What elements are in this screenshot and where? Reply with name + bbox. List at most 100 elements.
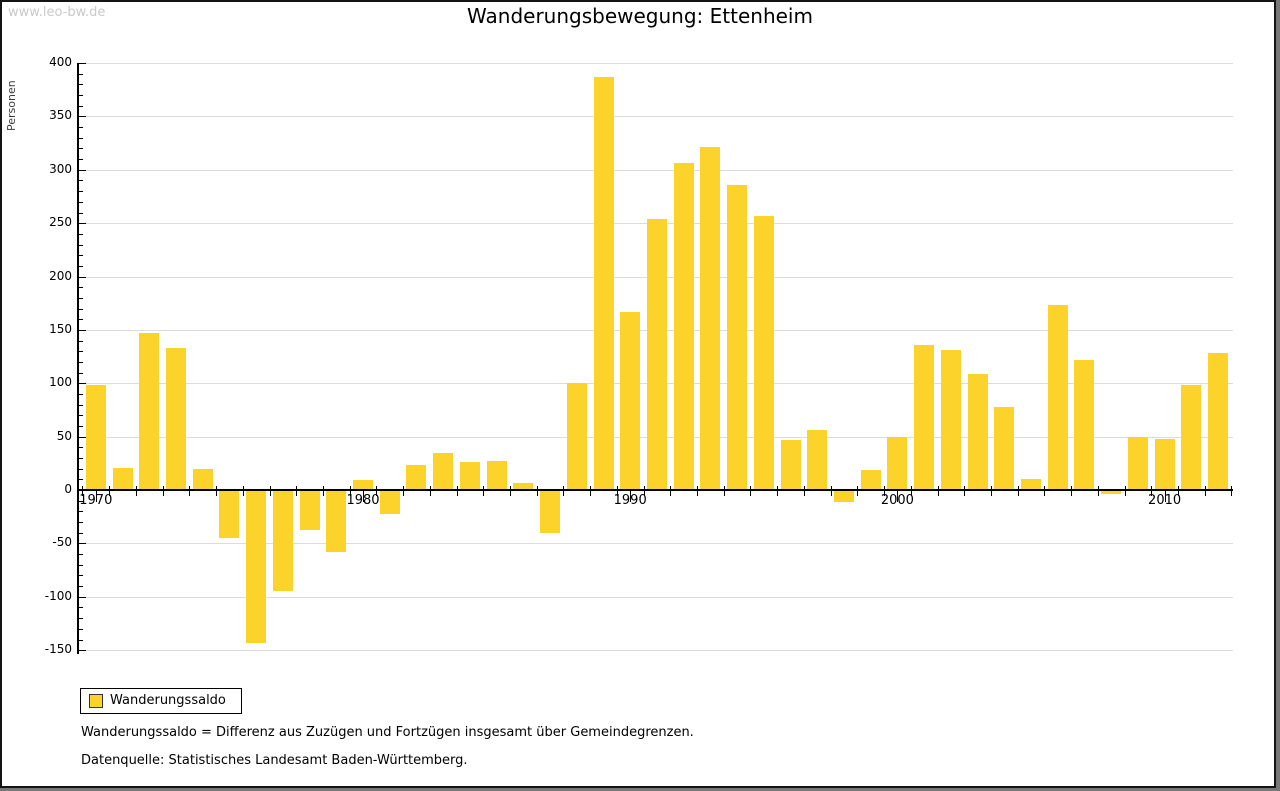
x-axis-tick: [670, 486, 672, 496]
y-axis-tick: [79, 425, 83, 427]
x-axis-tick: [1124, 486, 1126, 496]
y-axis-tick: [79, 372, 83, 374]
gridline: [79, 63, 1233, 64]
y-axis-tick: [79, 415, 83, 417]
y-axis-tick: [79, 233, 83, 235]
y-axis-tick: [79, 191, 83, 193]
x-axis-tick: [723, 486, 725, 496]
y-axis-tick: [79, 596, 86, 598]
y-axis-tick: [79, 618, 83, 620]
bar-1985: [486, 461, 507, 490]
legend-swatch-icon: [89, 694, 103, 708]
bar-1978: [299, 490, 320, 530]
y-axis-tick: [79, 468, 83, 470]
x-axis-tick: [1151, 486, 1153, 496]
x-axis-tick: [135, 486, 137, 496]
y-axis-line: [77, 63, 79, 655]
bar-1999: [860, 469, 881, 490]
footnote-source: Datenquelle: Statistisches Landesamt Bad…: [81, 753, 468, 768]
bar-1989: [593, 76, 614, 490]
bar-1986: [513, 482, 534, 490]
x-axis-tick: [643, 486, 645, 496]
x-axis-tick: [1044, 486, 1046, 496]
legend: Wanderungssaldo: [80, 688, 242, 714]
y-axis-tick: [79, 169, 86, 171]
y-axis-tick-label: -50: [52, 535, 72, 550]
bar-1984: [459, 462, 480, 490]
x-axis-year-label: 2000: [880, 493, 914, 508]
y-axis-tick-label: -150: [44, 642, 72, 657]
x-axis-tick: [403, 486, 405, 496]
y-axis-tick: [79, 383, 86, 385]
y-axis-label: Personen: [5, 80, 18, 131]
y-axis-tick-label: 400: [49, 55, 72, 69]
x-axis-tick: [1231, 486, 1233, 496]
y-axis-tick: [79, 137, 83, 139]
y-axis-tick: [79, 436, 86, 438]
x-axis-year-label: 1980: [346, 493, 380, 508]
bar-1996: [780, 439, 801, 490]
gridline: [79, 169, 1233, 171]
x-axis-tick: [910, 486, 912, 496]
y-axis-tick: [79, 201, 83, 203]
y-axis-tick: [79, 105, 83, 107]
y-axis-tick: [79, 361, 83, 363]
bar-1972: [139, 333, 160, 490]
bar-1974: [192, 468, 213, 490]
x-axis-tick: [429, 486, 431, 496]
y-axis-tick: [79, 265, 83, 267]
y-axis-tick: [79, 116, 86, 118]
gridline: [79, 116, 1233, 118]
y-axis-tick-label: 350: [49, 108, 72, 123]
x-axis-tick: [1017, 486, 1019, 496]
y-axis-tick: [79, 586, 83, 588]
x-axis-tick: [777, 486, 779, 496]
bar-2007: [1074, 359, 1095, 490]
bar-2008: [1101, 490, 1122, 495]
x-axis-tick: [616, 486, 618, 496]
bar-1982: [406, 465, 427, 490]
x-axis-tick: [349, 486, 351, 496]
y-axis-tick: [79, 308, 83, 310]
x-axis-tick: [322, 486, 324, 496]
y-axis-tick: [79, 148, 83, 150]
x-axis-tick: [750, 486, 752, 496]
y-axis-tick: [79, 244, 83, 246]
y-axis-tick-label: 250: [49, 215, 72, 230]
x-axis-line: [77, 489, 1233, 491]
bar-1990: [620, 311, 641, 490]
y-axis-tick: [79, 329, 86, 331]
y-axis-tick: [79, 650, 86, 652]
x-axis-decade-tick: [363, 489, 364, 502]
x-axis-decade-tick: [95, 489, 97, 502]
chart-title: Wanderungsbewegung: Ettenheim: [467, 4, 813, 28]
bar-1976: [246, 490, 267, 643]
x-axis-tick: [964, 486, 966, 496]
x-axis-tick: [830, 486, 832, 496]
x-axis-decade-tick: [630, 489, 632, 502]
y-axis-tick: [79, 639, 83, 641]
y-axis-tick: [79, 159, 83, 161]
y-axis-tick: [79, 532, 83, 534]
bar-2010: [1154, 438, 1175, 490]
x-axis-tick: [1204, 486, 1206, 496]
legend-label: Wanderungssaldo: [110, 693, 226, 708]
bar-2009: [1127, 436, 1148, 490]
bar-1987: [540, 490, 560, 533]
bar-1997: [807, 430, 828, 490]
bar-1970: [85, 385, 106, 490]
x-axis-tick: [990, 486, 992, 496]
y-axis-tick: [79, 287, 83, 289]
bar-1981: [379, 490, 400, 514]
y-axis-tick: [79, 575, 83, 577]
bar-2005: [1021, 479, 1041, 490]
y-axis-tick: [79, 255, 83, 257]
bar-2003: [967, 373, 988, 490]
bar-1983: [433, 452, 454, 490]
x-axis-decade-tick: [1164, 489, 1166, 502]
y-axis-tick: [79, 180, 83, 182]
bar-1988: [566, 383, 587, 490]
x-axis-tick: [109, 486, 111, 496]
